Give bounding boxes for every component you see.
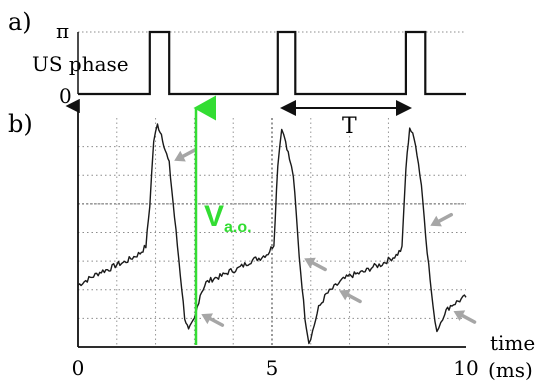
us-phase-series-line	[78, 30, 466, 96]
x-tick-label: 5	[266, 356, 279, 380]
panel-a-plot	[77, 30, 466, 96]
amplitude-label-sub: a.o.	[224, 219, 252, 236]
x-unit-label: (ms)	[488, 358, 533, 382]
period-label: T	[342, 114, 357, 139]
us-phase-bottom-tick-label: 0	[59, 84, 72, 108]
x-tick-labels: 0 5 10	[72, 356, 479, 380]
x-tick-label: 10	[453, 356, 478, 380]
amplitude-label-main: V	[204, 200, 224, 233]
annotation-arrow-head	[339, 289, 351, 301]
panel-a-label: a)	[8, 8, 32, 36]
x-axis-label: time	[490, 331, 535, 355]
panel-b-plot	[65, 98, 477, 348]
annotation-arrow-head	[453, 310, 466, 321]
annotation-arrow-head	[201, 313, 213, 325]
annotation-arrow-head	[174, 150, 186, 162]
annotation-arrow-head	[430, 215, 442, 227]
annotation-arrow-head	[304, 257, 316, 269]
amplitude-label: Va.o.	[204, 200, 252, 236]
signal-series-line	[77, 123, 467, 345]
us-phase-top-tick-label: π	[56, 19, 69, 43]
us-phase-axis-label: US phase	[32, 52, 129, 76]
panel-b-label: b)	[8, 110, 33, 138]
x-tick-label: 0	[72, 356, 85, 380]
